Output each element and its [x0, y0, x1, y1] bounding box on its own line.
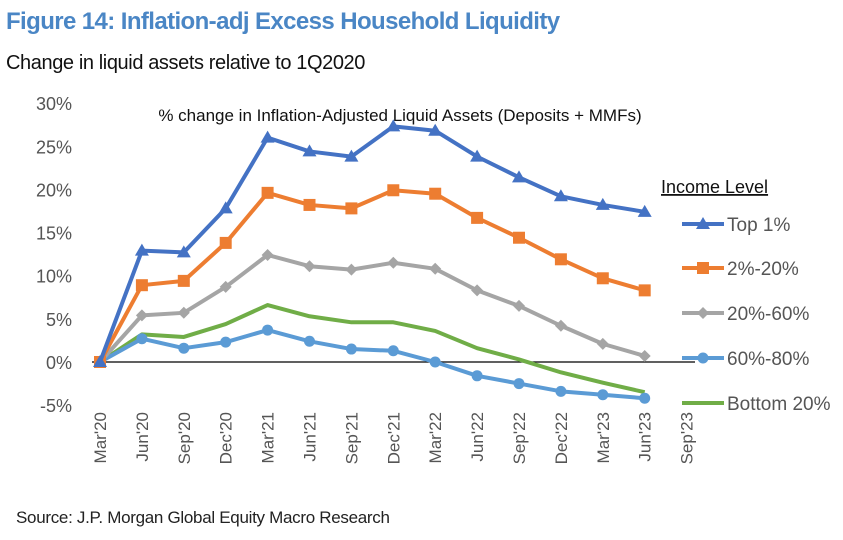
data-point-2-20-	[261, 186, 274, 199]
data-point-2-20-	[345, 202, 358, 215]
data-point-60-80-	[471, 370, 483, 382]
data-point-20-60-	[554, 319, 567, 332]
data-point-2-20-	[135, 279, 148, 292]
data-point-20-60-	[303, 260, 316, 273]
data-point-20-60-	[429, 262, 442, 275]
x-tick-label: Mar'23	[594, 412, 613, 463]
data-point-top-1-	[595, 197, 610, 210]
data-point-top-1-	[93, 355, 107, 367]
data-point-60-80-	[345, 343, 357, 355]
data-point-top-1-	[302, 144, 317, 157]
data-point-top-1-	[176, 245, 191, 258]
x-tick-label: Sep'22	[510, 412, 529, 464]
data-point-60-80-	[220, 336, 232, 348]
data-point-2-20-	[513, 231, 525, 244]
legend-label-60-80-: 60%-80%	[727, 349, 809, 370]
data-point-top-1-	[218, 201, 233, 214]
x-tick-label: Dec'21	[384, 412, 403, 464]
data-point-20-60-	[387, 256, 400, 269]
data-point-2-20-	[638, 284, 651, 297]
data-point-2-20-	[303, 198, 316, 211]
data-point-top-1-	[470, 149, 485, 162]
legend-marker-20-60-	[697, 307, 709, 319]
data-point-20-60-	[135, 309, 148, 322]
data-point-2-20-	[429, 187, 442, 200]
legend-label-2-20-: 2%-20%	[727, 259, 799, 280]
data-point-20-60-	[177, 306, 190, 319]
figure-subtitle: Change in liquid assets relative to 1Q20…	[6, 52, 365, 74]
source-note: Source: J.P. Morgan Global Equity Macro …	[16, 508, 390, 527]
figure-title: Figure 14: Inflation-adj Excess Househol…	[6, 8, 560, 35]
x-tick-label: Jun'21	[301, 412, 320, 462]
y-tick-label: 0%	[46, 353, 72, 373]
data-point-top-1-	[134, 243, 149, 256]
x-tick-label: Sep'21	[342, 412, 361, 464]
data-point-2-20-	[219, 236, 232, 249]
legend-marker-top-1-	[696, 217, 710, 229]
data-point-20-60-	[471, 284, 484, 297]
x-tick-label: Mar'20	[91, 412, 110, 463]
legend-marker-60-80-	[697, 352, 709, 364]
y-tick-label: 30%	[36, 94, 72, 114]
x-tick-label: Mar'21	[259, 412, 278, 463]
legend-label-20-60-: 20%-60%	[727, 304, 809, 325]
data-point-20-60-	[638, 349, 651, 362]
data-point-top-1-	[386, 119, 401, 132]
data-point-60-80-	[597, 389, 609, 401]
data-point-60-80-	[178, 342, 190, 354]
data-point-2-20-	[471, 211, 484, 224]
legend-label-top-1-: Top 1%	[727, 215, 790, 236]
y-tick-label: 10%	[36, 267, 72, 287]
series-line-top-1-	[98, 124, 646, 363]
data-point-2-20-	[177, 274, 190, 287]
data-point-2-20-	[387, 184, 400, 197]
data-point-60-80-	[262, 324, 274, 336]
series-line-60-80-	[99, 328, 645, 401]
data-point-20-60-	[345, 263, 358, 276]
data-point-top-1-	[260, 130, 275, 143]
data-point-60-80-	[136, 333, 148, 345]
x-tick-label: Jun'23	[636, 412, 655, 462]
data-point-20-60-	[219, 280, 232, 293]
data-point-60-80-	[639, 392, 651, 404]
x-tick-label: Jun'20	[133, 412, 152, 462]
series-line-20-60-	[98, 252, 646, 364]
y-tick-label: 5%	[46, 310, 72, 330]
series-line-bottom-20-	[98, 303, 646, 395]
data-point-60-80-	[513, 378, 525, 390]
data-point-20-60-	[513, 299, 525, 312]
x-tick-label: Sep'23	[678, 412, 697, 464]
data-point-60-80-	[304, 335, 315, 347]
x-tick-label: Dec'22	[552, 412, 571, 464]
legend-label-bottom-20-: Bottom 20%	[727, 394, 831, 415]
data-point-top-1-	[512, 170, 526, 183]
x-tick-label: Sep'20	[175, 412, 194, 464]
data-point-top-1-	[428, 123, 443, 136]
y-tick-label: 25%	[36, 137, 72, 157]
data-point-top-1-	[344, 149, 359, 162]
y-tick-label: -5%	[40, 396, 72, 416]
data-point-20-60-	[596, 337, 609, 350]
inner-title: % change in Inflation-Adjusted Liquid As…	[158, 106, 641, 125]
data-point-2-20-	[554, 253, 567, 266]
data-point-top-1-	[637, 204, 652, 217]
data-point-60-80-	[429, 356, 441, 368]
y-tick-label: 15%	[36, 224, 72, 244]
data-point-2-20-	[596, 272, 609, 285]
data-point-60-80-	[387, 345, 399, 357]
y-tick-label: 20%	[36, 180, 72, 200]
x-tick-label: Dec'20	[217, 412, 236, 464]
data-point-top-1-	[553, 189, 568, 202]
series-line-2-20-	[98, 188, 646, 363]
legend-marker-2-20-	[697, 262, 709, 274]
legend-title: Income Level	[661, 177, 768, 197]
x-tick-label: Mar'22	[426, 412, 445, 463]
data-point-20-60-	[261, 248, 274, 261]
data-point-60-80-	[555, 385, 567, 397]
x-tick-label: Jun'22	[468, 412, 487, 462]
